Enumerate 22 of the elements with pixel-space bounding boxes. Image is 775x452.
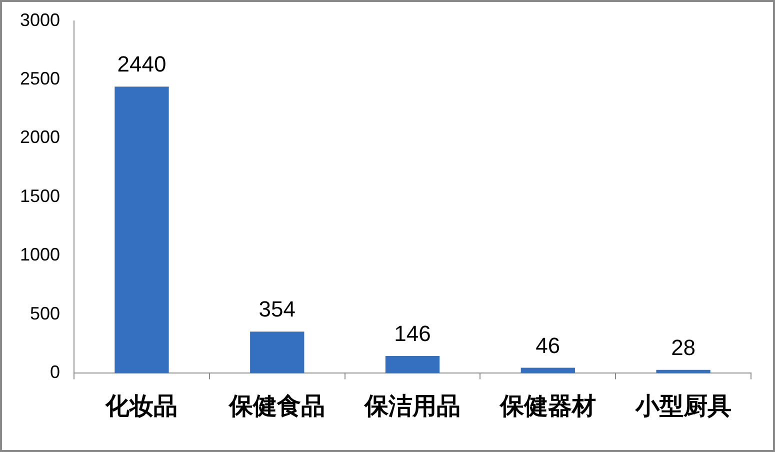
x-tick-label: 保洁用品 [364,392,461,420]
y-tick-label: 0 [50,362,60,382]
bar [520,368,575,374]
y-tick-label: 3000 [20,10,60,30]
data-label: 354 [258,296,296,322]
y-tick-label: 2500 [20,68,60,88]
bar [656,370,710,374]
y-tick-label: 500 [30,303,60,324]
data-label: 28 [671,334,696,360]
data-label: 146 [394,321,431,346]
x-tick-label: 保健食品 [228,392,326,420]
data-label: 2440 [117,52,166,77]
x-tick-label: 化妆品 [104,392,178,420]
y-tick-label: 1500 [20,186,60,206]
data-label: 46 [536,332,560,358]
y-tick-label: 1000 [20,244,60,265]
x-tick-label: 保健器材 [498,392,596,420]
bar [114,86,169,374]
x-tick-label: 小型厨具 [634,392,732,420]
bar [250,332,304,374]
bar [385,356,440,374]
y-tick-label: 2000 [20,127,60,148]
